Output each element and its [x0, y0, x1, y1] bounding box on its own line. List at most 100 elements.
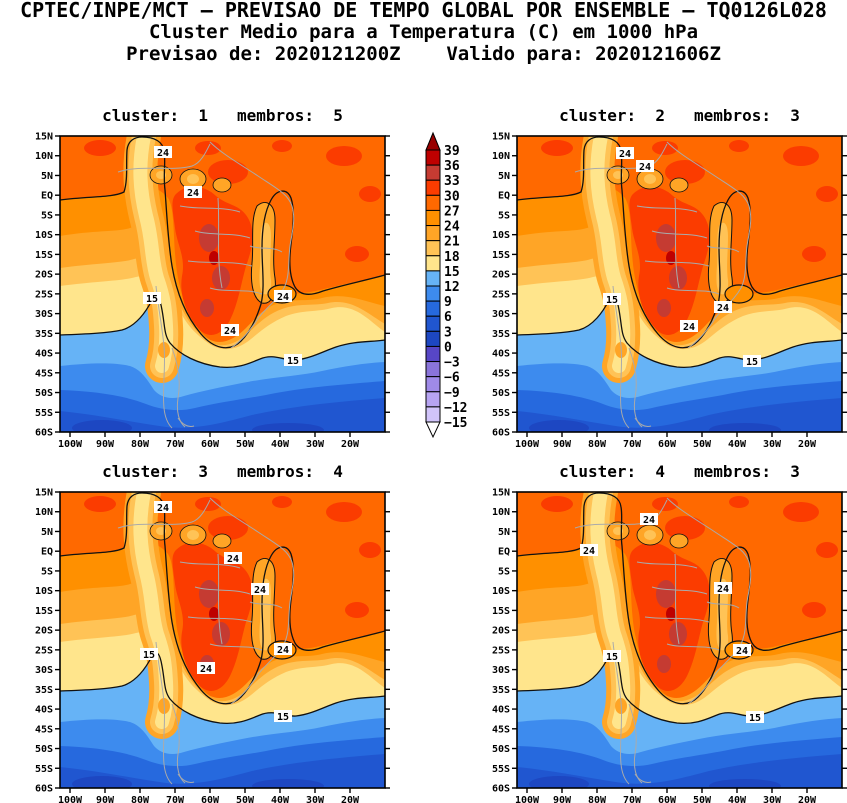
- header-line-3: Previsao de: 2020121200Z Valido para: 20…: [126, 43, 721, 65]
- y-axis-label: 40S: [35, 349, 53, 360]
- colorbar-tick-label: 39: [444, 144, 460, 159]
- y-axis-label: 5S: [498, 566, 510, 577]
- contour-label: 15: [606, 295, 618, 306]
- y-axis-label: 30S: [492, 665, 510, 676]
- y-axis-label: 15S: [492, 606, 510, 617]
- panel-title-2: cluster: 2 membros: 3: [559, 106, 800, 125]
- colorbar-tick-label: 6: [444, 310, 452, 325]
- y-axis-label: 25S: [492, 645, 510, 656]
- y-axis-label: 15S: [492, 250, 510, 261]
- y-axis-label: EQ: [498, 547, 510, 558]
- colorbar-tick-label: 18: [444, 250, 460, 265]
- plot-area: 15N 10N 5N EQ 5S 10S 15S 20S 25S 30S 35S 40S 45S 50S 5…: [35, 132, 390, 450]
- y-axis-label: 10N: [492, 151, 510, 162]
- contour-label: 15: [746, 357, 758, 368]
- contour-label: 15: [606, 652, 618, 663]
- y-axis-label: 55S: [35, 764, 53, 775]
- y-axis-label: EQ: [41, 547, 53, 558]
- y-axis-label: EQ: [41, 191, 53, 202]
- colorbar-tick-label: 3: [444, 325, 452, 340]
- colorbar-tick-label: 9: [444, 295, 452, 310]
- colorbar-tick-label: 30: [444, 189, 460, 204]
- contour-label: 24: [157, 503, 169, 514]
- x-axis-label: 80W: [588, 795, 607, 803]
- contour-label: 24: [683, 322, 695, 333]
- x-axis-label: 60W: [658, 795, 677, 803]
- x-axis-label: 30W: [306, 795, 325, 803]
- y-axis-label: 5S: [41, 566, 53, 577]
- y-axis-label: 40S: [492, 705, 510, 716]
- x-axis-label: 90W: [553, 795, 572, 803]
- contour-label: 24: [717, 584, 729, 595]
- y-axis-label: 25S: [35, 645, 53, 656]
- contour-label: 24: [643, 515, 655, 526]
- contour-label: 24: [200, 664, 212, 675]
- plot-area: 15N 10N 5N EQ 5S 10S 15S 20S 25S 30S 35S 40S 45S 50S 5…: [35, 488, 390, 803]
- header: CPTEC/INPE/MCT — PREVISAO DE TEMPO GLOBA…: [0, 0, 847, 65]
- axes: 15N 10N 5N EQ 5S 10S 15S 20S 25S 30S 35S 40S 45S 50S 5…: [492, 132, 847, 450]
- x-axis-label: 40W: [271, 439, 290, 450]
- x-axis-label: 90W: [553, 439, 572, 450]
- plot-area: 15N 10N 5N EQ 5S 10S 15S 20S 25S 30S 35S 40S 45S 50S 5…: [492, 488, 847, 803]
- colorbar-tick-label: −9: [444, 386, 460, 401]
- contour-label: 15: [277, 712, 289, 723]
- axes: 15N 10N 5N EQ 5S 10S 15S 20S 25S 30S 35S 40S 45S 50S 5…: [35, 488, 390, 803]
- x-axis-label: 60W: [201, 439, 220, 450]
- y-axis-label: 60S: [35, 784, 53, 795]
- x-axis-label: 100W: [515, 795, 540, 803]
- colorbar-tick-label: −12: [444, 401, 467, 416]
- colorbar-tick-label: 12: [444, 280, 460, 295]
- x-axis-label: 40W: [728, 795, 747, 803]
- contour-label: 24: [277, 645, 289, 656]
- y-axis-label: 5N: [498, 527, 510, 538]
- x-axis-label: 50W: [693, 439, 712, 450]
- contour-label: 24: [187, 188, 199, 199]
- x-axis-label: 80W: [131, 439, 150, 450]
- colorbar-tick-label: 21: [444, 235, 460, 250]
- x-axis-label: 70W: [166, 439, 185, 450]
- contour-labels: 24 24 15 24 24 15: [143, 146, 302, 367]
- y-axis-label: 5S: [498, 210, 510, 221]
- y-axis-label: 45S: [492, 724, 510, 735]
- map-panel-2: 15N 10N 5N EQ 5S 10S 15S 20S 25S 30S 35S 40S 45S 50S 5…: [492, 132, 847, 450]
- x-axis-label: 40W: [728, 439, 747, 450]
- panel-title-3: cluster: 3 membros: 4: [102, 462, 343, 481]
- y-axis-label: 10S: [35, 586, 53, 597]
- x-axis-label: 100W: [58, 439, 83, 450]
- y-axis-label: 10N: [35, 507, 53, 518]
- colorbar-tick-label: −6: [444, 371, 460, 386]
- y-axis-label: 60S: [492, 784, 510, 795]
- contour-label: 15: [287, 356, 299, 367]
- y-axis-label: 10N: [35, 151, 53, 162]
- y-axis-label: 40S: [492, 349, 510, 360]
- y-axis-label: 55S: [492, 408, 510, 419]
- y-axis-label: 50S: [492, 388, 510, 399]
- x-axis-label: 70W: [166, 795, 185, 803]
- y-axis-label: 35S: [35, 685, 53, 696]
- y-axis-label: 20S: [492, 270, 510, 281]
- colorbar-tick-label: −15: [444, 416, 467, 431]
- contour-label: 15: [143, 650, 155, 661]
- y-axis-label: 5S: [41, 210, 53, 221]
- y-axis-label: 20S: [35, 270, 53, 281]
- y-axis-label: 5N: [41, 171, 53, 182]
- colorbar-tick-label: 27: [444, 204, 460, 219]
- x-axis-label: 90W: [96, 439, 115, 450]
- x-axis-label: 50W: [236, 439, 255, 450]
- y-axis-label: 35S: [492, 329, 510, 340]
- y-axis-label: 45S: [492, 368, 510, 379]
- contour-label: 24: [277, 292, 289, 303]
- x-axis-label: 30W: [306, 439, 325, 450]
- y-axis-label: 15S: [35, 606, 53, 617]
- axes: 15N 10N 5N EQ 5S 10S 15S 20S 25S 30S 35S 40S 45S 50S 5…: [492, 488, 847, 803]
- y-axis-label: 30S: [35, 309, 53, 320]
- y-axis-label: 5N: [498, 171, 510, 182]
- y-axis-label: 50S: [35, 744, 53, 755]
- x-axis-label: 30W: [763, 795, 782, 803]
- x-axis-label: 100W: [58, 795, 83, 803]
- x-axis-label: 70W: [623, 795, 642, 803]
- y-axis-label: 10S: [492, 586, 510, 597]
- colorbar-tick-label: −3: [444, 356, 460, 371]
- map-panel-1: 15N 10N 5N EQ 5S 10S 15S 20S 25S 30S 35S 40S 45S 50S 5…: [35, 132, 390, 450]
